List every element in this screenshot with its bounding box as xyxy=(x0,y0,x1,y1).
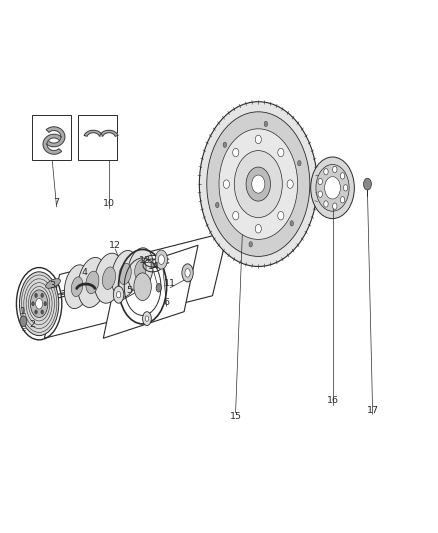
Text: 10: 10 xyxy=(103,199,115,208)
Ellipse shape xyxy=(95,253,124,303)
Ellipse shape xyxy=(35,293,37,297)
Ellipse shape xyxy=(340,197,345,203)
Text: 6: 6 xyxy=(164,298,170,307)
Ellipse shape xyxy=(290,221,293,226)
Ellipse shape xyxy=(223,142,226,148)
Ellipse shape xyxy=(255,224,261,233)
Ellipse shape xyxy=(318,178,322,184)
Ellipse shape xyxy=(32,302,34,306)
Polygon shape xyxy=(84,130,102,136)
Text: 2: 2 xyxy=(29,320,35,329)
Ellipse shape xyxy=(41,293,43,297)
Ellipse shape xyxy=(113,286,124,303)
Ellipse shape xyxy=(364,178,371,190)
Ellipse shape xyxy=(246,167,271,201)
Polygon shape xyxy=(44,232,228,338)
Ellipse shape xyxy=(332,166,337,173)
Ellipse shape xyxy=(343,184,348,191)
Ellipse shape xyxy=(318,191,322,197)
Text: 17: 17 xyxy=(367,406,379,415)
Text: 3: 3 xyxy=(49,280,55,289)
Text: 7: 7 xyxy=(53,198,60,207)
Ellipse shape xyxy=(128,248,153,292)
Ellipse shape xyxy=(86,271,99,294)
Ellipse shape xyxy=(249,241,252,247)
Ellipse shape xyxy=(223,180,230,188)
Ellipse shape xyxy=(332,203,337,209)
Ellipse shape xyxy=(324,168,328,175)
Ellipse shape xyxy=(207,112,310,256)
Ellipse shape xyxy=(134,273,151,301)
Ellipse shape xyxy=(316,165,349,211)
Ellipse shape xyxy=(158,255,164,264)
Ellipse shape xyxy=(143,312,151,326)
Ellipse shape xyxy=(19,272,59,336)
Ellipse shape xyxy=(112,251,139,297)
Polygon shape xyxy=(103,245,198,338)
Ellipse shape xyxy=(234,151,283,217)
Ellipse shape xyxy=(233,148,239,157)
Ellipse shape xyxy=(324,201,328,207)
Ellipse shape xyxy=(102,267,116,289)
Ellipse shape xyxy=(278,212,284,220)
Ellipse shape xyxy=(78,257,107,308)
Ellipse shape xyxy=(287,180,293,188)
Bar xyxy=(32,115,71,160)
Ellipse shape xyxy=(134,260,146,279)
Text: 13: 13 xyxy=(139,256,151,264)
Ellipse shape xyxy=(311,157,354,219)
Ellipse shape xyxy=(297,160,301,166)
Ellipse shape xyxy=(219,129,297,239)
Text: 15: 15 xyxy=(230,412,242,421)
Ellipse shape xyxy=(233,212,239,220)
Ellipse shape xyxy=(264,121,268,126)
Ellipse shape xyxy=(41,310,43,314)
Ellipse shape xyxy=(117,292,121,298)
Polygon shape xyxy=(100,130,118,136)
Ellipse shape xyxy=(155,250,167,269)
Ellipse shape xyxy=(64,265,90,309)
Text: 11: 11 xyxy=(164,279,176,288)
Text: 5: 5 xyxy=(127,286,132,295)
Ellipse shape xyxy=(30,290,48,318)
Text: 14: 14 xyxy=(148,262,159,271)
Ellipse shape xyxy=(199,102,317,266)
Ellipse shape xyxy=(325,176,340,199)
Ellipse shape xyxy=(119,263,131,285)
Bar xyxy=(78,115,117,160)
Polygon shape xyxy=(46,127,65,147)
Ellipse shape xyxy=(185,269,190,277)
Text: 4: 4 xyxy=(81,269,88,277)
Text: 1: 1 xyxy=(21,307,26,316)
Ellipse shape xyxy=(46,279,60,288)
Ellipse shape xyxy=(340,173,345,179)
Ellipse shape xyxy=(35,310,37,314)
Text: 16: 16 xyxy=(326,396,339,405)
Ellipse shape xyxy=(20,316,27,327)
Ellipse shape xyxy=(182,264,193,282)
Ellipse shape xyxy=(71,277,83,296)
Polygon shape xyxy=(43,134,62,154)
Ellipse shape xyxy=(156,284,161,292)
Ellipse shape xyxy=(252,175,265,193)
Ellipse shape xyxy=(278,148,284,157)
Ellipse shape xyxy=(44,302,46,306)
Ellipse shape xyxy=(255,135,261,144)
Ellipse shape xyxy=(215,203,219,208)
Text: 12: 12 xyxy=(109,241,121,250)
Ellipse shape xyxy=(145,316,149,321)
Ellipse shape xyxy=(35,298,42,309)
